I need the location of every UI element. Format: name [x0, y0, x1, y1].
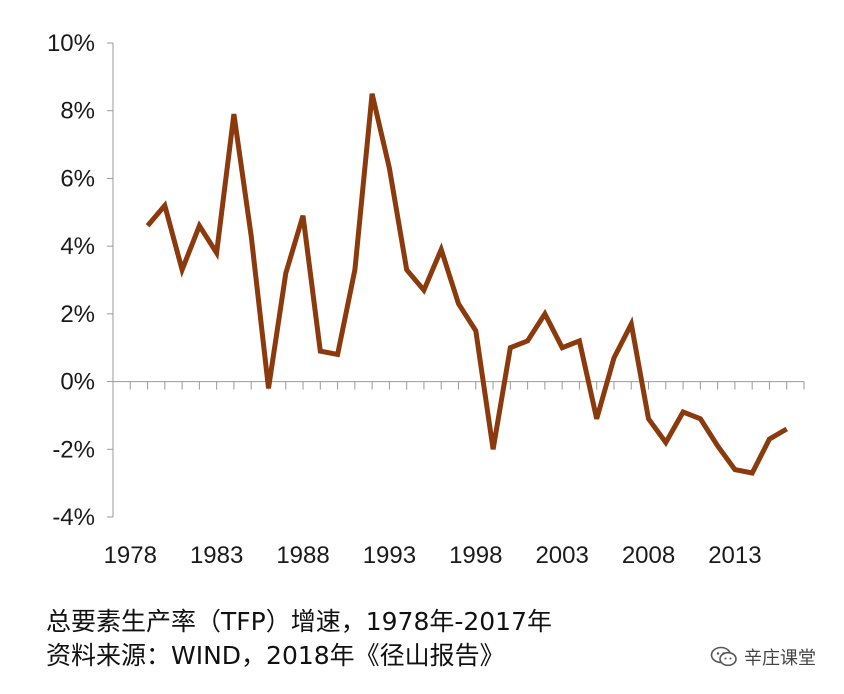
y-tick-label: -4%	[52, 504, 95, 531]
series-layer	[145, 93, 788, 476]
wechat-icon	[710, 646, 737, 667]
y-tick-label: -2%	[52, 436, 95, 463]
x-tick-label: 1998	[449, 542, 502, 569]
y-tick-label: 0%	[60, 369, 95, 396]
watermark: 辛庄课堂	[710, 644, 816, 670]
y-tick-label: 10%	[47, 30, 95, 57]
x-tick-label: 2013	[708, 542, 761, 569]
series-line	[145, 93, 788, 476]
x-tick-label: 1983	[190, 542, 243, 569]
tfp-line-chart: -4% -2% 0% 2% 4% 6% 8% 10% 1978 1983 1988 1993 1998 2…	[47, 30, 805, 569]
watermark-text: 辛庄课堂	[744, 648, 816, 669]
y-tick-label: 6%	[60, 165, 95, 192]
axes: -4% -2% 0% 2% 4% 6% 8% 10% 1978 1983 1988 1993 1998 2…	[47, 30, 805, 569]
chart-source: 资料来源：WIND，2018年《径山报告》	[46, 641, 505, 670]
y-tick-label: 8%	[60, 98, 95, 125]
x-tick-label: 2008	[622, 542, 675, 569]
x-tick-label: 1978	[104, 542, 157, 569]
y-tick-label: 4%	[60, 233, 95, 260]
x-tick-label: 1988	[276, 542, 329, 569]
x-tick-label: 1993	[363, 542, 416, 569]
x-tick-label: 2003	[535, 542, 588, 569]
chart-title: 总要素生产率（TFP）增速，1978年-2017年	[46, 607, 552, 636]
y-tick-label: 2%	[60, 301, 95, 328]
